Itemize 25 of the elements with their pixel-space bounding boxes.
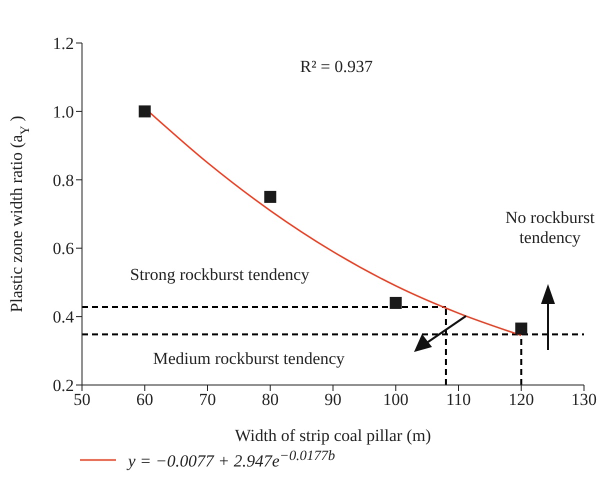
x-tick-label: 80 xyxy=(262,390,279,410)
y-tick-label: 0.2 xyxy=(52,376,74,396)
point xyxy=(515,322,528,335)
x-tick-label: 130 xyxy=(571,390,597,410)
x-tick-label: 70 xyxy=(199,390,216,410)
x-tick-label: 120 xyxy=(508,390,534,410)
point xyxy=(390,296,402,309)
y-tick-label: 1.0 xyxy=(52,102,74,122)
legend-label: y = −0.0077 + 2.947e$^{−0.0177b}$ xyxy=(128,448,336,472)
x-tick-label: 100 xyxy=(383,390,408,410)
y-tick-label: 0.8 xyxy=(52,170,74,190)
x-tick-label: 90 xyxy=(324,390,342,410)
y-tick-label: 0.4 xyxy=(52,308,74,327)
x-tick-label: 60 xyxy=(136,390,154,410)
annotation: Strong rockburst tendency xyxy=(130,265,310,285)
x-tick-label: 110 xyxy=(446,390,471,410)
x-tick-label: 50 xyxy=(74,390,90,410)
y-tick-label: 0.6 xyxy=(52,239,74,258)
annotation: No rockburst tendency xyxy=(504,208,596,248)
x-axis-title: Width of strip coal pillar (m) xyxy=(234,426,432,445)
annotation: R² = 0.937 xyxy=(300,57,373,77)
point xyxy=(264,190,276,203)
point xyxy=(138,105,151,118)
annotation: Medium rockburst tendency xyxy=(153,349,345,369)
y-tick-label: 1.2 xyxy=(52,34,74,54)
